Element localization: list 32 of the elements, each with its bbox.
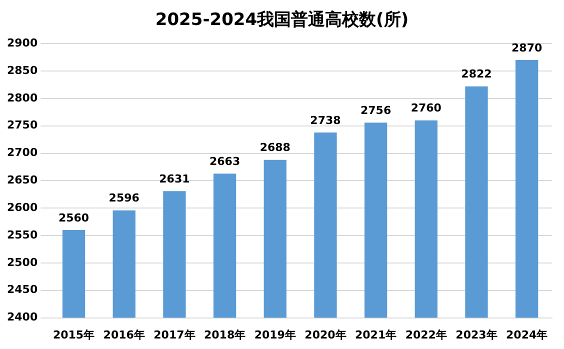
x-tick-label: 2017年 [154,328,196,342]
data-label: 2870 [512,41,542,54]
y-tick-label: 2900 [6,36,38,50]
x-tick-label: 2022年 [405,328,447,342]
x-tick-label: 2023年 [456,328,498,342]
data-label: 2663 [209,154,240,168]
y-tick-label: 2600 [6,200,38,214]
y-tick-label: 2500 [6,256,38,269]
data-label: 2596 [108,192,140,205]
data-label: 2560 [58,211,90,224]
data-label: 2738 [310,114,341,127]
data-label: 2756 [360,104,392,117]
x-tick-label: 2019年 [254,328,296,342]
x-tick-label: 2024年 [506,328,548,342]
x-tick-label: 2021年 [355,328,397,342]
data-label: 2631 [159,172,190,186]
y-tick-label: 2850 [6,64,38,77]
y-tick-label: 2800 [6,91,38,104]
y-tick-label: 2550 [6,228,38,242]
x-tick-label: 2020年 [304,328,346,342]
data-label: 2822 [461,68,492,81]
y-tick-label: 2400 [6,310,38,324]
data-label: 2688 [260,141,290,154]
data-label: 2760 [410,102,442,115]
y-tick-label: 2750 [6,118,38,132]
y-tick-label: 2650 [6,174,38,187]
x-tick-label: 2015年 [52,328,95,342]
chart-title: 2025-2024我国普通高校数(所) [154,9,410,32]
y-tick-label: 2700 [6,146,38,160]
y-tick-label: 2450 [6,283,38,296]
x-tick-label: 2016年 [103,328,145,342]
x-tick-label: 2018年 [204,328,246,342]
